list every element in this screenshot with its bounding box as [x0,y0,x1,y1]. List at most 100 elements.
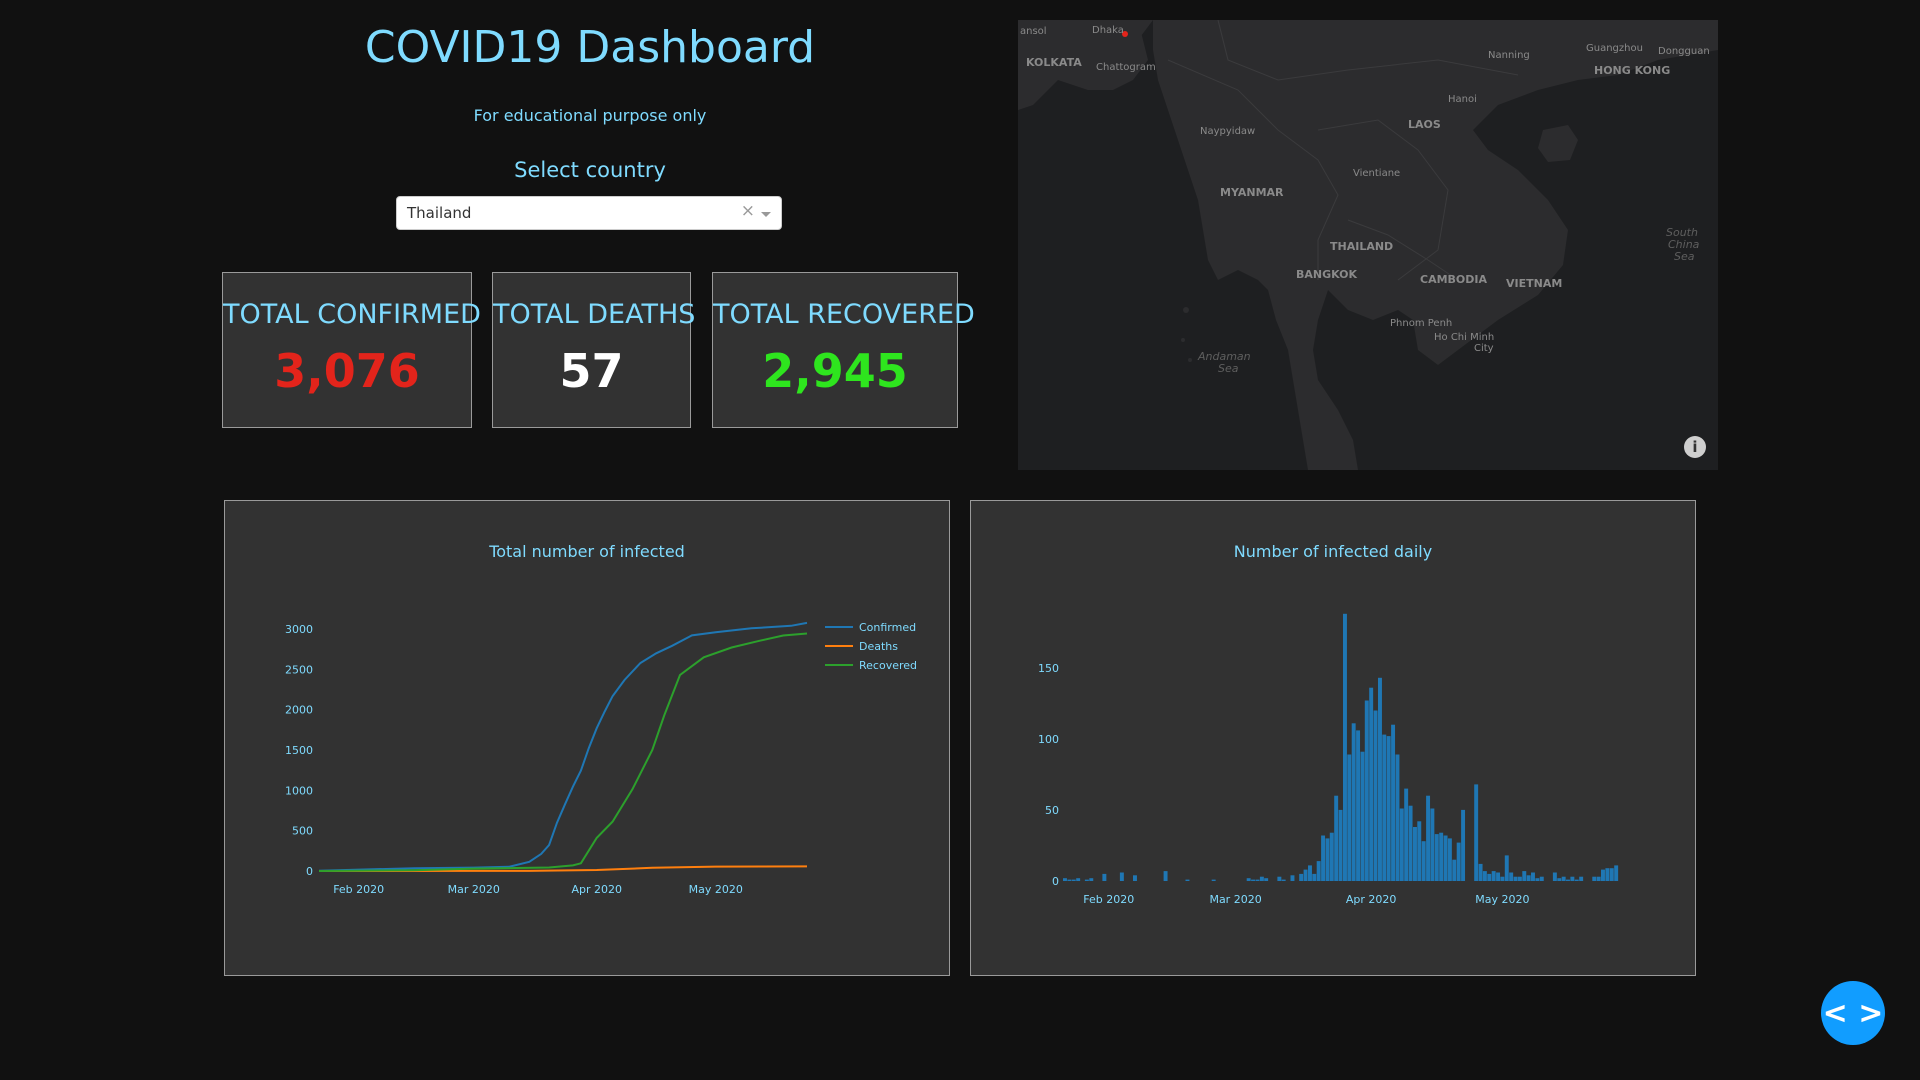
daily-bar [1434,834,1439,881]
daily-bar [1526,875,1531,881]
total-y-tick-label: 0 [306,865,313,878]
daily-bar [1369,687,1374,881]
total-chart-title: Total number of infected [488,542,685,561]
total-infected-chart[interactable]: Total number of infected 0 500 1000 1500 2000… [224,500,950,976]
select-country-label: Select country [514,158,666,182]
country-map[interactable]: ansol Dhaka KOLKATA Chattogram Nanning G… [1018,20,1718,470]
daily-bar [1360,751,1365,881]
daily-bar [1338,809,1343,881]
map-label: Nanning [1488,50,1530,61]
daily-bar [1487,873,1492,881]
daily-bar [1421,841,1426,881]
daily-bar [1439,832,1444,881]
daily-bar [1351,723,1356,881]
total-recovered-label: TOTAL RECOVERED [713,299,975,330]
daily-bar [1312,873,1317,881]
daily-bar [1325,838,1330,881]
daily-bar [1605,868,1610,881]
daily-bar [1163,871,1168,881]
map-label: Dongguan [1658,46,1710,57]
daily-x-tick-label: Feb 2020 [1083,893,1134,906]
total-infected-plot: Total number of infected 0 500 1000 1500 2000… [285,542,917,896]
daily-bar [1321,835,1326,881]
daily-bar [1084,879,1089,881]
map-label: Chattogram [1096,62,1156,73]
country-dropdown-value: Thailand [407,204,472,222]
daily-y-tick-label: 50 [1045,804,1059,817]
daily-bar [1378,677,1382,881]
total-x-tick-label: Feb 2020 [333,883,384,896]
total-y-tick-label: 2000 [285,704,313,717]
daily-bar [1566,879,1570,881]
daily-chart-title: Number of infected daily [1234,542,1432,561]
total-recovered-card: TOTAL RECOVERED 2,945 [712,272,975,428]
daily-bar [1395,754,1400,881]
daily-bar [1413,827,1417,881]
map-label: ansol [1020,26,1047,37]
daily-bar [1500,876,1505,881]
country-dropdown[interactable]: Thailand × [396,196,782,230]
daily-bar [1063,878,1067,881]
daily-bar [1552,872,1557,881]
daily-bar [1447,838,1452,881]
daily-bar [1430,808,1435,881]
daily-bar [1513,876,1518,881]
daily-bar [1579,876,1584,881]
chevron-down-icon[interactable] [761,212,771,217]
map-label: Sea [1218,362,1239,375]
map-label: Hanoi [1448,94,1477,105]
daily-bar [1509,872,1514,881]
info-icon[interactable]: i [1684,436,1706,458]
daily-y-tick-label: 100 [1038,733,1059,746]
total-y-tick-label: 1500 [285,744,313,757]
legend-label-confirmed[interactable]: Confirmed [859,621,916,634]
daily-bar [1461,809,1466,881]
series-line-deaths [318,865,808,872]
daily-bar [1504,855,1509,881]
map-label: Vientiane [1353,168,1401,179]
daily-bar [1290,875,1295,881]
daily-bar [1404,788,1409,881]
map-label: Sea [1674,250,1695,263]
daily-bar [1517,876,1522,881]
daily-bar [1443,835,1448,881]
map-label: Guangzhou [1586,43,1643,54]
daily-bar [1592,876,1597,881]
daily-bar [1478,863,1483,881]
legend-label-recovered[interactable]: Recovered [859,659,917,672]
daily-bar [1609,868,1614,881]
daily-bar [1071,879,1076,881]
daily-bar [1347,754,1352,881]
daily-bar [1067,879,1072,881]
map-label: MYANMAR [1220,186,1284,199]
map-label: Naypyidaw [1200,126,1256,137]
daily-infected-plot: Number of infected daily 0 50 100 150 Feb 202… [1038,542,1619,906]
clear-selection-icon[interactable]: × [740,201,755,221]
code-toggle-button[interactable]: < > [1821,981,1885,1045]
daily-bar [1482,871,1487,881]
total-x-tick-label: May 2020 [689,883,743,896]
total-y-tick-label: 2500 [285,663,313,676]
page-title: COVID19 Dashboard [364,22,816,73]
map-label: VIETNAM [1506,277,1563,290]
legend-label-deaths[interactable]: Deaths [859,640,898,653]
map-label: South [1666,226,1698,239]
daily-bar [1452,859,1457,881]
daily-bar [1133,875,1137,881]
daily-infected-chart[interactable]: Number of infected daily 0 50 100 150 Feb 202… [970,500,1696,976]
daily-bar [1119,872,1124,881]
daily-bar [1185,879,1190,881]
total-confirmed-value: 3,076 [274,344,420,398]
map-label: KOLKATA [1026,56,1082,69]
daily-bar [1316,861,1321,881]
map-label: Dhaka [1092,25,1124,36]
map-label: THAILAND [1330,240,1394,253]
daily-bar [1535,878,1540,881]
total-deaths-value: 57 [559,344,624,398]
map-label: Phnom Penh [1390,318,1453,329]
total-y-tick-label: 500 [292,825,313,838]
daily-bar [1426,795,1431,881]
daily-bar [1557,878,1562,881]
map-label: Ho Chi Minh [1434,332,1495,343]
daily-bar [1399,808,1404,881]
